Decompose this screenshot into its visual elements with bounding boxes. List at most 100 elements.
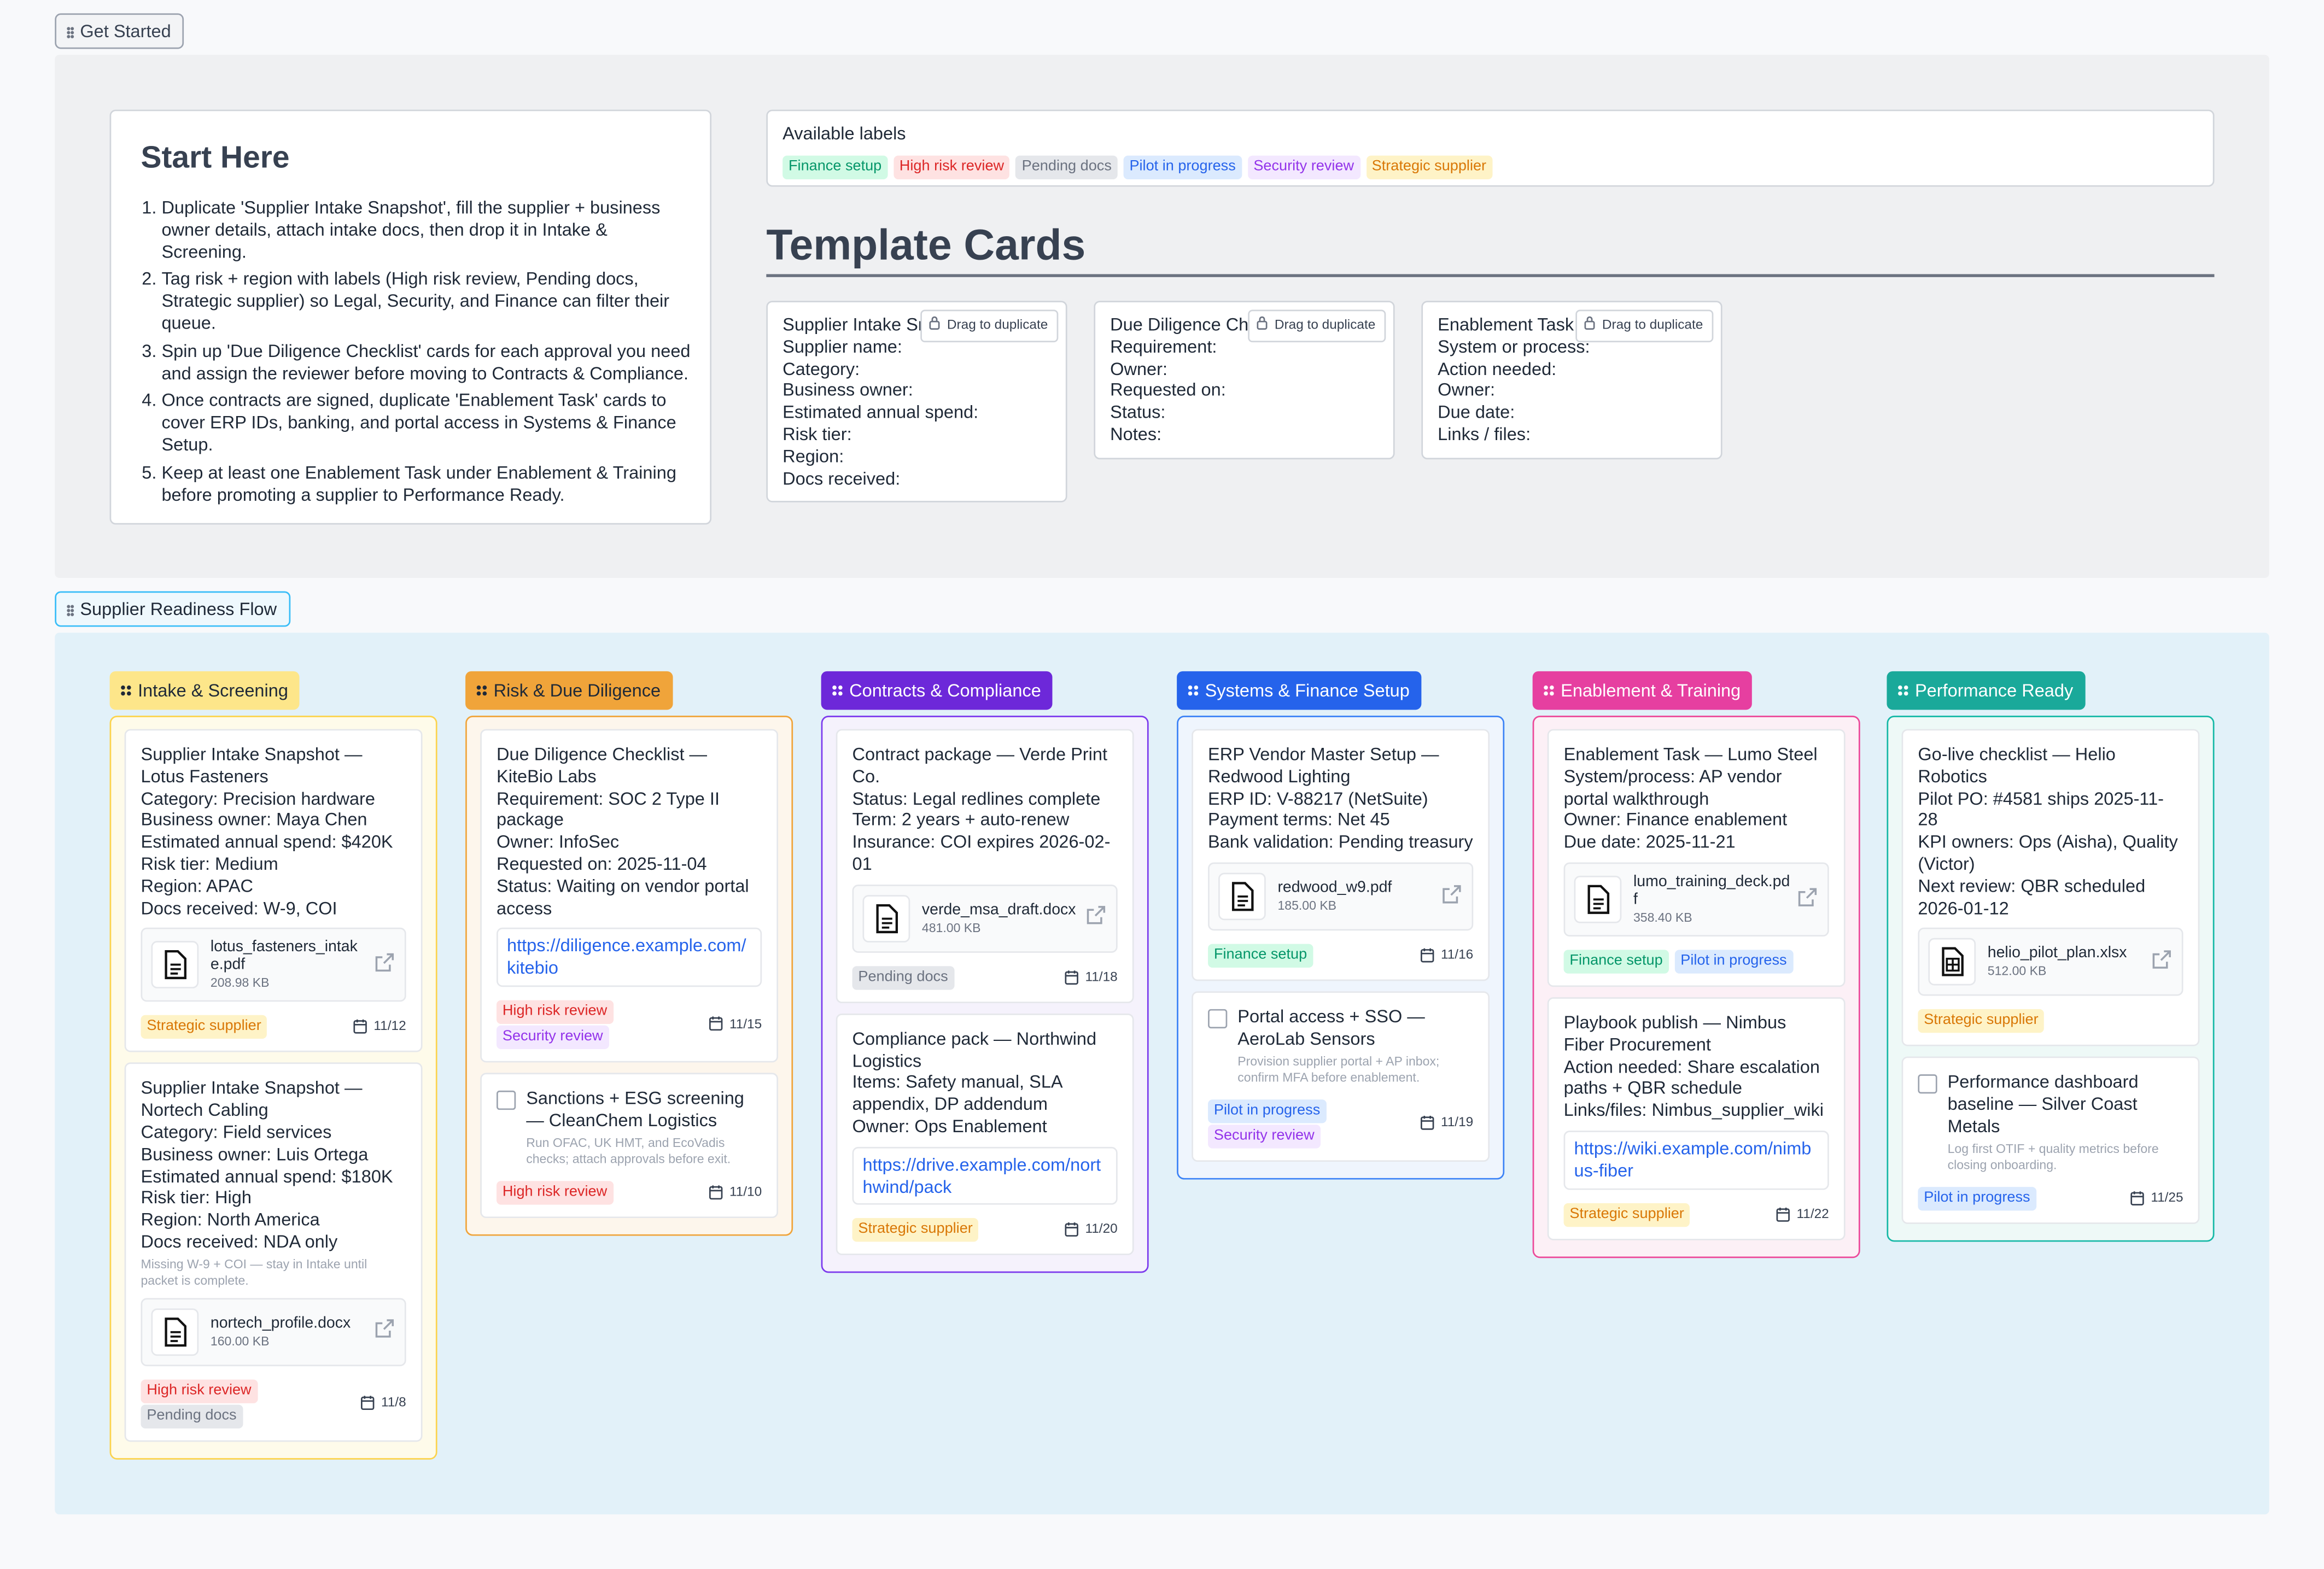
card-labels: Finance setup (1208, 942, 1420, 968)
card-body: Performance dashboard baseline — Silver … (1918, 1072, 2183, 1173)
label-chip[interactable]: Strategic supplier (1365, 155, 1492, 179)
available-labels-card[interactable]: Available labels Finance setup High risk … (766, 109, 2215, 187)
card-line: Items: Safety manual, SLA appendix, DP a… (852, 1072, 1062, 1115)
grip-icon (1187, 680, 1199, 701)
column-header[interactable]: Performance Ready (1887, 671, 2085, 710)
start-here-card[interactable]: Start Here Duplicate 'Supplier Intake Sn… (109, 109, 712, 525)
card-line: Region: North America (141, 1209, 320, 1231)
link[interactable]: https://drive.example.com/northwind/pack (852, 1146, 1118, 1205)
column-header[interactable]: Systems & Finance Setup (1177, 671, 1422, 710)
card-line: Portal access + SSO — AeroLab Sensors (1237, 1006, 1425, 1049)
file-name: verde_msa_draft.docx (921, 900, 1076, 918)
card[interactable]: Performance dashboard baseline — Silver … (1901, 1057, 2200, 1224)
card-body: Supplier Intake Snapshot — Lotus Fastene… (141, 744, 406, 920)
attachment-info: lumo_training_deck.pdf 358.40 KB (1633, 873, 1790, 926)
card-body: Portal access + SSO — AeroLab Sensors Pro… (1208, 1006, 1473, 1085)
attachment[interactable]: verde_msa_draft.docx 481.00 KB (852, 884, 1118, 953)
card[interactable]: Sanctions + ESG screening — CleanChem Lo… (480, 1073, 779, 1217)
step: Once contracts are signed, duplicate 'En… (161, 390, 695, 456)
group-tag[interactable]: Supplier Readiness Flow (55, 591, 290, 627)
card-text: Performance dashboard baseline — Silver … (1948, 1072, 2183, 1173)
file-icon (1928, 938, 1976, 986)
due-date: 11/18 (1065, 966, 1118, 988)
attachment[interactable]: lotus_fasteners_intake.pdf 208.98 KB (141, 928, 406, 1003)
card[interactable]: Playbook publish — Nimbus Fiber Procurem… (1547, 997, 1846, 1240)
column-header[interactable]: Contracts & Compliance (821, 671, 1053, 710)
group-label: Supplier Readiness Flow (80, 599, 277, 619)
column-header[interactable]: Risk & Due Diligence (465, 671, 673, 710)
card-line: Estimated annual spend: $420K (141, 832, 393, 853)
card-line: Status: Legal redlines complete (852, 787, 1101, 809)
date-text: 11/20 (1085, 1221, 1118, 1237)
column-title: Systems & Finance Setup (1205, 680, 1410, 701)
label-chip[interactable]: Finance setup (783, 155, 888, 179)
card-text: ERP Vendor Master Setup — Redwood Lighti… (1208, 744, 1473, 854)
open-icon (373, 951, 396, 979)
label-chip: Strategic supplier (1918, 1009, 2045, 1034)
template-card[interactable]: Supplier Intake Snapshot Drag to duplicat… (766, 301, 1067, 503)
calendar-icon (709, 1016, 723, 1032)
card-line: Insurance: COI expires 2026-02-01 (852, 832, 1111, 875)
card-footer: Strategic supplier (1918, 1008, 2183, 1034)
attachment[interactable]: lumo_training_deck.pdf 358.40 KB (1563, 862, 1829, 936)
link[interactable]: https://diligence.example.com/kitebio (497, 928, 762, 987)
due-date: 11/22 (1776, 1203, 1829, 1225)
checkbox[interactable] (1208, 1009, 1228, 1029)
calendar-icon (1420, 1114, 1435, 1131)
card-body: Go-live checklist — Helio Robotics Pilot … (1918, 744, 2183, 920)
calendar-icon (1776, 1205, 1791, 1222)
link[interactable]: https://wiki.example.com/nimbus-fiber (1563, 1131, 1829, 1190)
label-chip[interactable]: Security review (1247, 155, 1360, 179)
card-labels: Strategic supplier (1918, 1008, 2183, 1034)
label-chip: Pending docs (852, 965, 954, 990)
card-note: Run OFAC, UK HMT, and EcoVadis checks; a… (526, 1134, 731, 1166)
card-footer: High risk reviewSecurity review 11/15 (497, 999, 762, 1049)
card-line: Requirement: SOC 2 Type II package (497, 787, 720, 830)
label-chip[interactable]: Pending docs (1015, 155, 1118, 179)
file-icon (151, 1308, 199, 1356)
card[interactable]: Compliance pack — Northwind Logistics Ite… (836, 1013, 1134, 1256)
card-line: Requested on: 2025-11-04 (497, 853, 707, 875)
file-icon (1218, 873, 1266, 921)
card-footer: High risk reviewPending docs 11/8 (141, 1378, 406, 1429)
card-labels: Strategic supplier (141, 1014, 353, 1040)
card[interactable]: Due Diligence Checklist — KiteBio Labs Re… (480, 729, 779, 1063)
card-line: Action needed: Share escalation paths + … (1563, 1056, 1820, 1099)
attachment[interactable]: nortech_profile.docx 160.00 KB (141, 1297, 406, 1366)
card[interactable]: ERP Vendor Master Setup — Redwood Lighti… (1192, 729, 1490, 981)
drag-hint[interactable]: Drag to duplicate (1248, 309, 1386, 342)
file-name: nortech_profile.docx (210, 1314, 351, 1332)
template-field: Owner: (1110, 358, 1168, 379)
column-box: Go-live checklist — Helio Robotics Pilot … (1887, 716, 2215, 1242)
card-note: Log first OTIF + quality metrics before … (1947, 1140, 2159, 1172)
drag-hint[interactable]: Drag to duplicate (920, 309, 1059, 342)
date-text: 11/18 (1085, 969, 1118, 984)
attachment[interactable]: helio_pilot_plan.xlsx 512.00 KB (1918, 928, 2183, 997)
checkbox[interactable] (1918, 1075, 1937, 1094)
template-card[interactable]: Due Diligence Checklist Drag to duplicate… (1094, 301, 1395, 459)
column-box: ERP Vendor Master Setup — Redwood Lighti… (1177, 716, 1505, 1179)
file-size: 358.40 KB (1633, 910, 1692, 925)
attachment[interactable]: redwood_w9.pdf 185.00 KB (1208, 862, 1474, 931)
card[interactable]: Contract package — Verde Print Co. Status… (836, 729, 1134, 1003)
card-line: ERP Vendor Master Setup — Redwood Lighti… (1208, 743, 1439, 787)
column: Intake & Screening Supplier Intake Snapsh… (109, 671, 437, 1460)
column-header[interactable]: Enablement & Training (1532, 671, 1753, 710)
checkbox[interactable] (497, 1090, 516, 1110)
attachment-info: verde_msa_draft.docx 481.00 KB (922, 900, 1079, 936)
card-footer: High risk review 11/10 (497, 1179, 762, 1204)
column-header[interactable]: Intake & Screening (109, 671, 300, 710)
template-card[interactable]: Enablement Task Drag to duplicate System o… (1421, 301, 1722, 459)
card[interactable]: Go-live checklist — Helio Robotics Pilot … (1901, 729, 2200, 1047)
card-line: Docs received: NDA only (141, 1231, 338, 1252)
card[interactable]: Portal access + SSO — AeroLab Sensors Pro… (1192, 991, 1490, 1161)
drag-hint[interactable]: Drag to duplicate (1575, 309, 1714, 342)
card[interactable]: Supplier Intake Snapshot — Lotus Fastene… (124, 729, 423, 1053)
card[interactable]: Supplier Intake Snapshot — Nortech Cabli… (124, 1063, 423, 1442)
card[interactable]: Enablement Task — Lumo Steel System/proce… (1547, 729, 1846, 987)
label-chip[interactable]: Pilot in progress (1123, 155, 1242, 179)
card-body: Sanctions + ESG screening — CleanChem Lo… (497, 1087, 762, 1167)
label-chip[interactable]: High risk review (893, 155, 1010, 179)
group-tag[interactable]: Get Started (55, 13, 185, 49)
due-date: 11/20 (1065, 1219, 1118, 1240)
